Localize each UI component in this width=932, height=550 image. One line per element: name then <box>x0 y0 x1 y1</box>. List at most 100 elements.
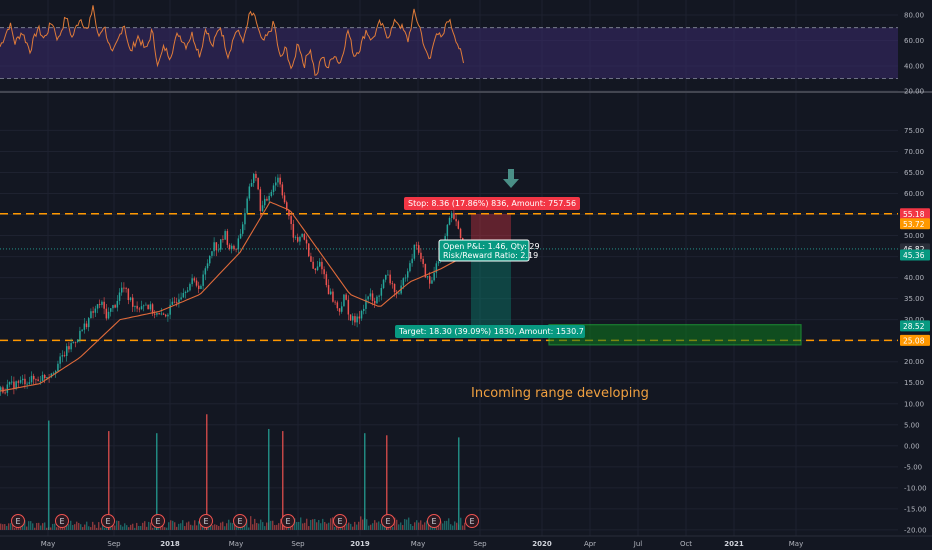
candle-body <box>327 285 330 295</box>
candle-body <box>363 308 365 311</box>
rsi-price-axis[interactable]: 80.00 60.00 40.00 20.00 <box>904 12 924 96</box>
volume-bar <box>424 522 426 530</box>
volume-bar <box>144 521 146 530</box>
candle-body <box>433 272 435 281</box>
earnings-marker-label: E <box>337 517 342 526</box>
time-axis[interactable]: May Sep 2018 May Sep 2019 May Sep 2020 Apr Jul Oct 2… <box>0 535 932 548</box>
candle-body <box>160 313 163 315</box>
volume-bar <box>380 523 382 530</box>
volume-bar <box>262 522 264 530</box>
candle-body <box>305 239 308 244</box>
candle-body <box>286 202 288 211</box>
volume-bar <box>162 525 164 530</box>
candle-body <box>380 288 383 296</box>
volume-bar <box>272 520 274 530</box>
candle-body <box>378 295 380 297</box>
volume-bar <box>6 525 8 530</box>
candle-body <box>11 381 13 383</box>
volume-bar <box>254 518 256 530</box>
time-axis-label: May <box>41 540 55 548</box>
open-pnl-label-bg <box>438 239 530 262</box>
volume-spike <box>156 433 158 530</box>
candle-body <box>354 316 356 323</box>
volume-bar <box>264 526 266 530</box>
candle-body <box>171 301 174 305</box>
candle-body <box>294 237 297 238</box>
volume-bar <box>58 527 60 530</box>
volume-bar <box>442 523 444 530</box>
volume-bar <box>88 526 90 530</box>
candle-body <box>24 378 26 385</box>
volume-bar <box>138 525 140 530</box>
volume-bar <box>46 527 48 530</box>
candle-body <box>323 269 325 275</box>
volume-bar <box>294 518 296 530</box>
volume-bar <box>168 522 170 530</box>
volume-histogram <box>0 414 466 530</box>
candle-body <box>81 329 83 331</box>
volume-bar <box>118 520 120 530</box>
candle-body <box>426 276 429 278</box>
volume-bar <box>170 520 172 530</box>
volume-bar <box>440 521 442 530</box>
volume-bar <box>28 521 30 530</box>
candle-body <box>418 245 420 253</box>
volume-bar <box>328 522 330 530</box>
volume-bar <box>336 525 338 530</box>
volume-bar <box>306 518 308 530</box>
earnings-marker-icon <box>55 514 69 528</box>
volume-bar <box>370 524 372 530</box>
volume-bar <box>14 527 16 530</box>
horizontal-levels[interactable] <box>0 213 898 346</box>
down-arrow-icon[interactable] <box>503 169 519 188</box>
earnings-marker-label: E <box>203 517 208 526</box>
earnings-marker-icon <box>333 514 347 528</box>
candle-body <box>347 299 350 315</box>
price-axis-tick: 5.00 <box>904 421 920 429</box>
volume-bar <box>420 520 422 530</box>
candle-body <box>301 234 303 237</box>
candle-body <box>275 182 277 186</box>
candle-body <box>246 198 248 214</box>
candle-body <box>140 306 143 310</box>
candle-body <box>19 380 22 383</box>
rsi-panel[interactable] <box>0 5 898 79</box>
time-axis-label: Sep <box>473 540 487 548</box>
candle-body <box>116 300 119 308</box>
earnings-marker-icon <box>281 514 295 528</box>
candle-body <box>66 346 68 356</box>
volume-bar <box>122 526 124 530</box>
volume-spike <box>108 431 110 530</box>
price-axis-tick: -10.00 <box>904 484 927 492</box>
candle-body <box>70 343 72 350</box>
volume-bar <box>406 519 408 530</box>
candle-body <box>358 316 361 319</box>
candle-body <box>213 242 215 252</box>
main-price-axis[interactable]: 75.0070.0065.0060.0055.0050.0045.0040.00… <box>900 127 930 534</box>
candle-body <box>220 239 222 250</box>
candle-body <box>341 306 343 312</box>
price-tag-bg <box>900 218 930 230</box>
volume-bar <box>464 522 466 530</box>
candle-body <box>50 373 53 378</box>
candle-body <box>242 224 244 234</box>
candle-body <box>132 297 134 307</box>
volume-bar <box>154 525 156 530</box>
time-axis-label: 2019 <box>350 540 370 548</box>
volume-bar <box>180 523 182 530</box>
volume-bar <box>234 523 236 530</box>
target-label: Target: 18.30 (39.09%) 1830, Amount: 153… <box>398 327 584 336</box>
volume-bar <box>402 525 404 530</box>
candle-body <box>184 291 187 293</box>
candle-body <box>103 301 105 309</box>
candle-body <box>143 305 145 307</box>
candle-body <box>453 213 455 219</box>
volume-bar <box>292 524 294 530</box>
volume-bar <box>12 523 14 530</box>
candle-body <box>259 189 262 212</box>
candle-body <box>39 380 42 382</box>
volume-bar <box>176 526 178 530</box>
candle-body <box>8 382 11 385</box>
